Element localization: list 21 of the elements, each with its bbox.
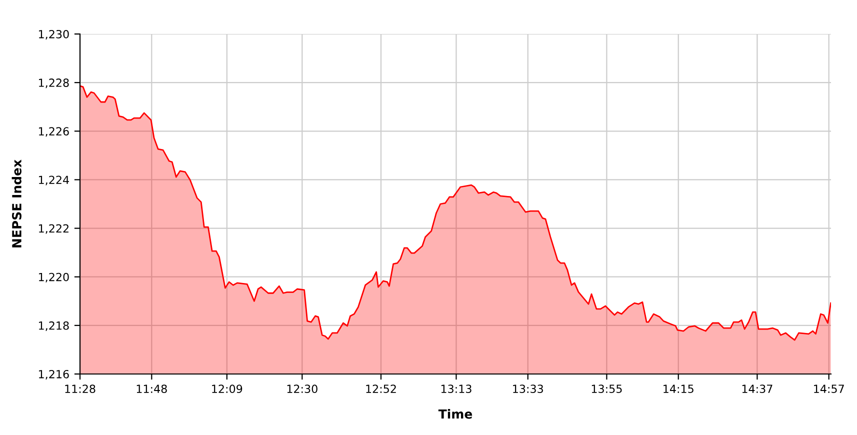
x-tick-label: 14:37 <box>742 384 772 394</box>
y-tick-label: 1,222 <box>38 224 68 234</box>
x-tick-label: 12:52 <box>366 384 396 394</box>
x-tick-label: 13:33 <box>513 384 543 394</box>
x-tick-label: 12:30 <box>287 384 318 394</box>
y-tick-label: 1,218 <box>38 321 69 331</box>
y-tick-label: 1,216 <box>38 370 69 380</box>
x-tick-label: 14:57 <box>814 384 844 394</box>
x-tick-label: 12:09 <box>212 384 242 394</box>
x-tick-label: 13:55 <box>592 384 622 394</box>
y-axis-title: NEPSE Index <box>12 160 22 248</box>
y-tick-label: 1,226 <box>38 127 69 137</box>
y-tick-label: 1,228 <box>38 78 69 88</box>
x-tick-label: 11:48 <box>136 384 167 394</box>
y-tick-label: 1,224 <box>38 176 69 186</box>
x-axis-title: Time <box>438 409 472 419</box>
x-tick-label: 11:28 <box>65 384 96 394</box>
y-tick-label: 1,230 <box>38 30 69 40</box>
y-tick-label: 1,220 <box>38 272 69 282</box>
x-tick-label: 14:15 <box>664 384 694 394</box>
x-tick-label: 13:13 <box>441 384 472 394</box>
